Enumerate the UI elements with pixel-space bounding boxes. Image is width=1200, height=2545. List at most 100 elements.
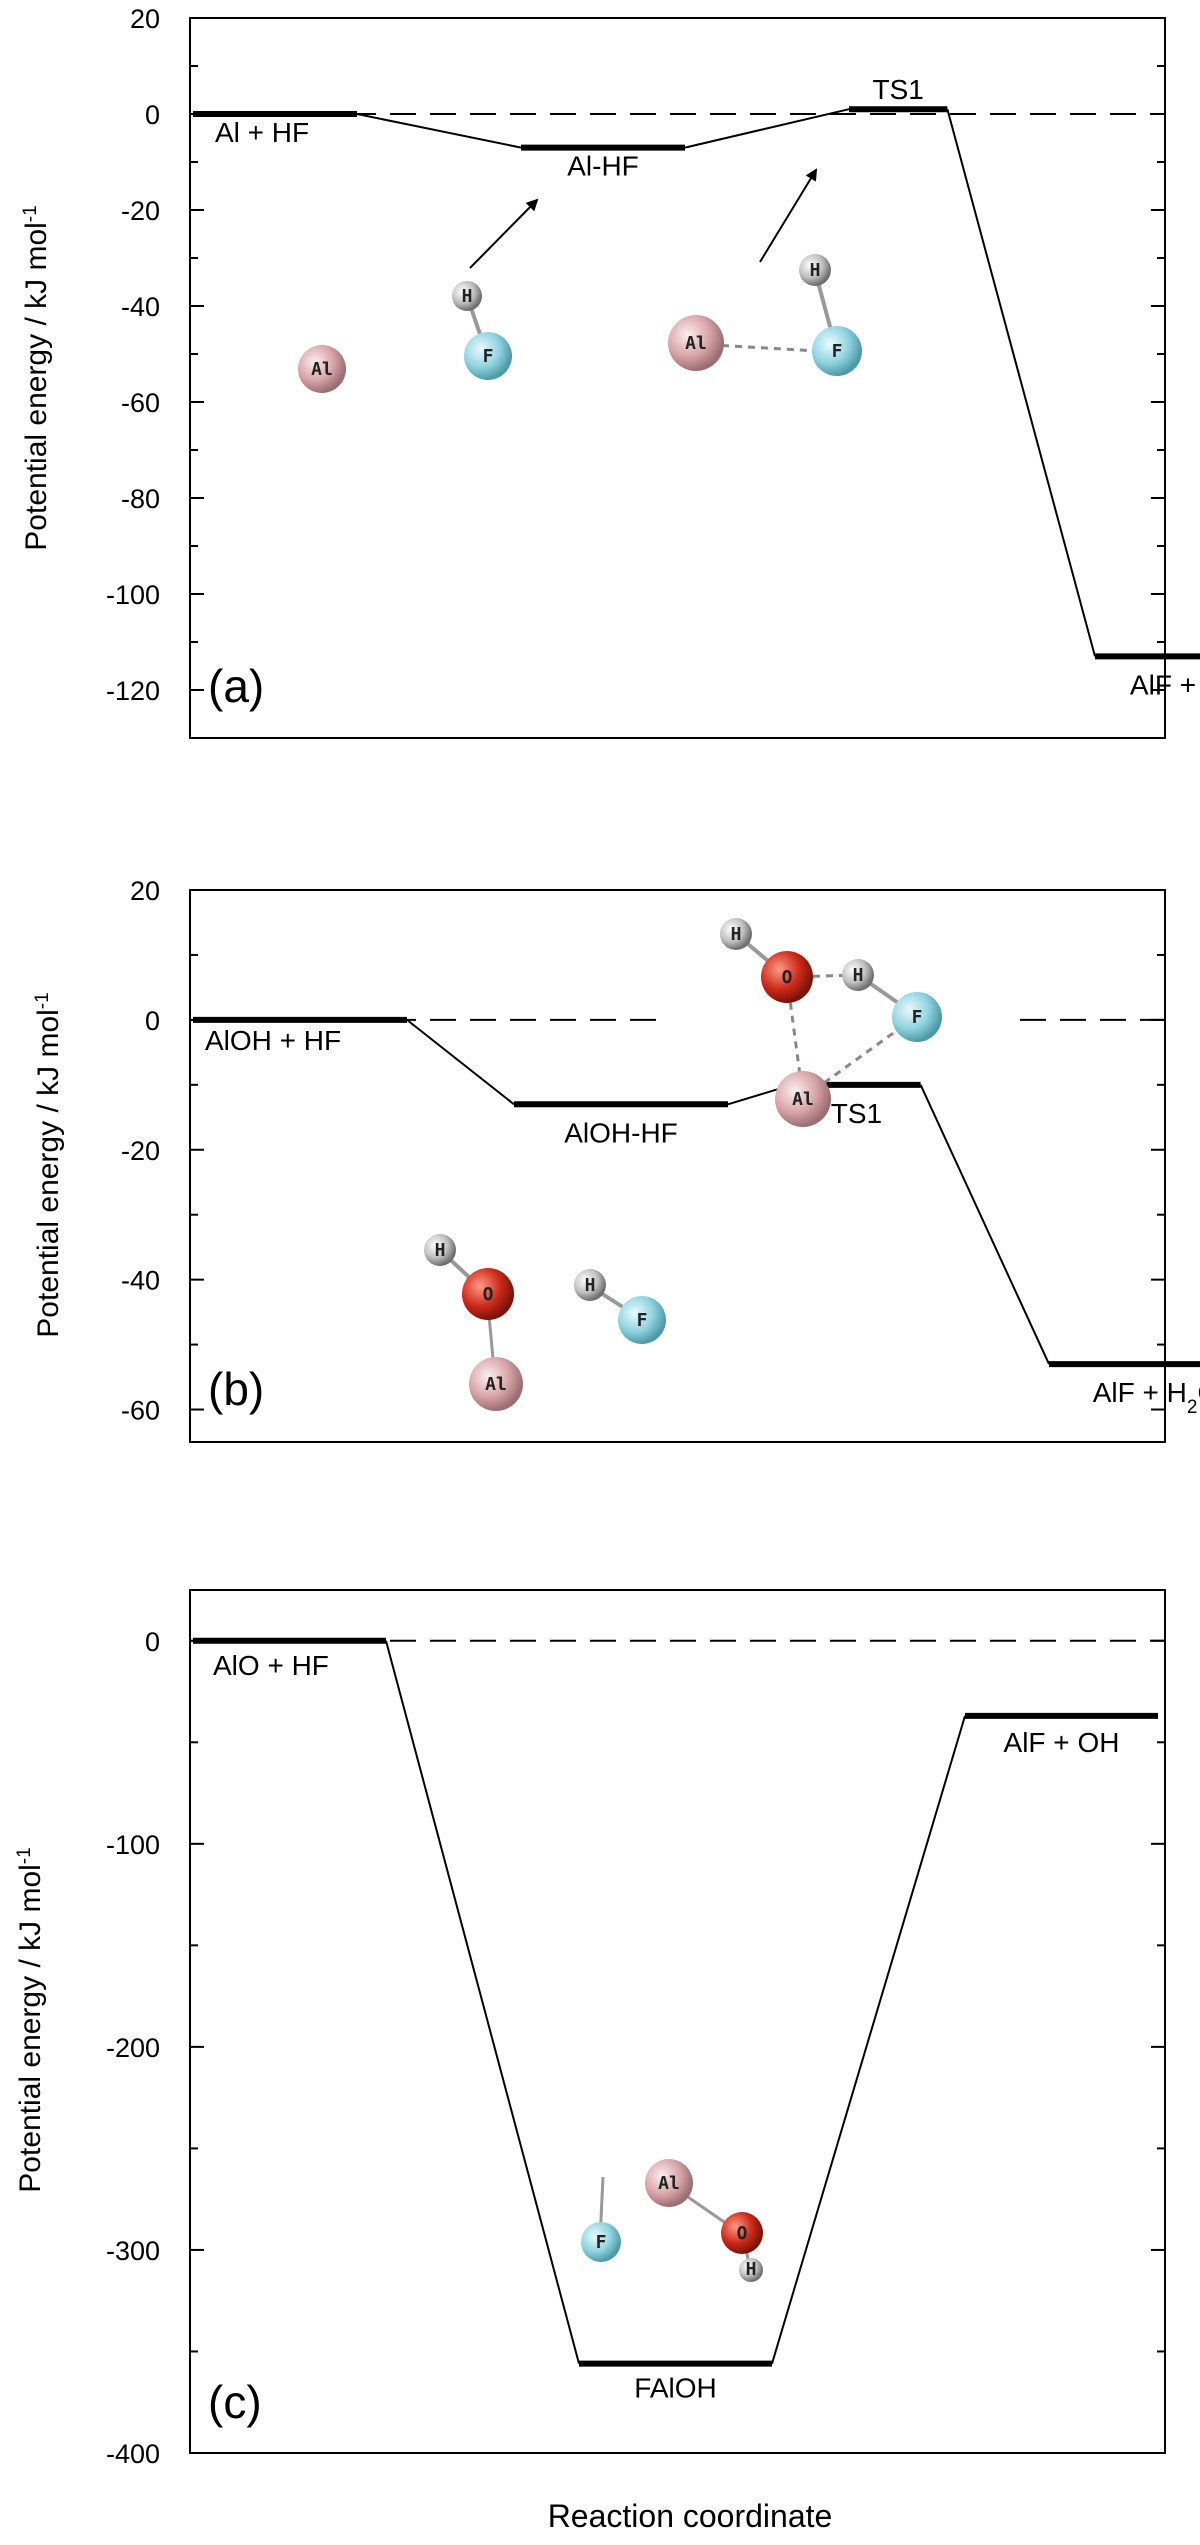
y-tick-label: -20 (121, 196, 160, 226)
state-label-1: Al-HF (567, 151, 639, 182)
state-label-1: AlOH-HF (564, 1117, 678, 1148)
panel-c-falohmolecule: F Al O H (581, 2159, 763, 2282)
state-label-2: TS1 (873, 74, 924, 105)
atom-label: F (912, 1007, 923, 1028)
atom-label: F (483, 346, 494, 367)
panel-b-y-ticks: 20 0 -20 -40 -60 (121, 876, 1165, 1426)
panel-a-frame (189, 17, 1166, 739)
panel-b-energy-profile (193, 1016, 1200, 1368)
profile-connector (356, 113, 522, 149)
atom-label: Al (685, 333, 707, 354)
atom-label: F (596, 2232, 607, 2253)
state-label-1: FAlOH (634, 2373, 716, 2404)
y-tick-label: -200 (106, 2033, 160, 2063)
atom-f (581, 2222, 621, 2262)
atom-al (645, 2159, 693, 2207)
atom-al (775, 1071, 831, 1127)
profile-connector (385, 1640, 580, 2364)
y-tick-label: -40 (121, 1266, 160, 1296)
panel-c-label: (c) (208, 2376, 262, 2428)
panel-b-ts1-molecule: H O H F Al (720, 918, 942, 1127)
dashed-bond (695, 342, 836, 354)
state-label-0: AlOH + HF (205, 1025, 341, 1056)
panel-c-energy-profile (193, 1637, 1158, 2367)
profile-connector (771, 1715, 966, 2364)
atom-f (812, 326, 862, 376)
atom-h (739, 2258, 763, 2282)
atom-h (799, 254, 831, 286)
panel-b-frame (189, 889, 1166, 1443)
atom-label: Al (792, 1089, 814, 1110)
y-tick-label: -40 (121, 292, 160, 322)
atom-label: F (637, 1310, 648, 1331)
y-tick-label: -120 (106, 676, 160, 706)
y-tick-label: 20 (130, 876, 160, 906)
panel-a-al-atom-molecule: Al (298, 345, 346, 393)
panel-a-energy-profile (193, 106, 1200, 660)
atom-al (298, 345, 346, 393)
state-label-2: AlF + OH (1004, 1727, 1120, 1758)
atom-label: H (585, 1275, 596, 1296)
atom-h (452, 281, 482, 311)
atom-f (892, 992, 942, 1042)
atom-label: O (483, 1284, 494, 1305)
atom-label: H (462, 286, 473, 307)
atom-o (721, 2212, 763, 2254)
atom-label: Al (658, 2173, 680, 2194)
panel-b-label: (b) (208, 1363, 264, 1415)
atom-o (761, 951, 813, 1003)
panel-a-state-labels: Al + HF Al-HF TS1 AlF + H (215, 74, 1200, 700)
y-tick-label: 0 (145, 100, 160, 130)
atom-label: Al (485, 1374, 507, 1395)
y-tick-label: -20 (121, 1136, 160, 1166)
atom-label: H (435, 1240, 446, 1261)
x-axis-label: Reaction coordinate (548, 2498, 833, 2534)
panel-a-label: (a) (208, 660, 264, 712)
panel-c-frame (189, 1589, 1166, 2454)
panel-a-ts1-molecule: Al H F (668, 254, 862, 376)
panel-a: 200-20-40-60-80-100-120 Al + HFAl-HFTS1A… (20, 4, 1200, 739)
atom-h (574, 1269, 606, 1301)
atom-label: H (853, 965, 864, 986)
profile-connector (684, 108, 850, 149)
atom-label: H (731, 924, 742, 945)
panel-a-y-ticks: 20 0 -20 -40 -60 -80 -100 -120 (106, 4, 1165, 739)
profile-connector (946, 108, 1096, 657)
panel-b-state-labels: AlOH + HF AlOH-HF TS1 AlF + H2O (205, 1025, 1200, 1418)
profile-connector (406, 1019, 515, 1106)
state-label-3: AlF + H (1130, 669, 1200, 700)
profile-connector (919, 1084, 1050, 1365)
y-tick-label: -100 (106, 580, 160, 610)
atom-label: H (746, 2259, 757, 2280)
atom-h (842, 959, 874, 991)
atom-al (469, 1357, 523, 1411)
state-label-0: Al + HF (215, 117, 309, 148)
panel-b-aloh-hf-molecule: H O Al H F (424, 1234, 666, 1411)
atom-label: O (737, 2223, 748, 2244)
atom-o (462, 1268, 514, 1320)
y-tick-label: 0 (145, 1006, 160, 1036)
atom-h (720, 918, 752, 950)
atom-al (668, 315, 724, 371)
atom-f (464, 332, 512, 380)
y-tick-label: -300 (106, 2236, 160, 2266)
panel-b: 20 0 -20 -40 -60 AlOH + HF AlOH-HF TS1 AlF + H2… (32, 876, 1200, 1443)
state-label-3: AlF + H2O (1093, 1377, 1200, 1418)
state-label-2: TS1 (831, 1098, 882, 1129)
arrow-to-al-hf (469, 198, 539, 269)
atom-label: Al (311, 359, 333, 380)
atom-h (424, 1234, 456, 1266)
atom-label: F (832, 341, 843, 362)
panel-b-y-axis-label: Potential energy / kJ mol-1 (32, 992, 66, 1337)
atom-label: O (782, 967, 793, 988)
y-tick-label: -60 (121, 1396, 160, 1426)
panel-a-y-axis-label: Potential energy / kJ mol-1 (20, 205, 54, 550)
y-tick-label: -80 (121, 484, 160, 514)
panel-a-hf-molecule: H F (452, 281, 512, 380)
y-tick-label: 20 (130, 4, 160, 34)
arrow-to-ts1 (759, 168, 818, 263)
atom-label: H (810, 260, 821, 281)
